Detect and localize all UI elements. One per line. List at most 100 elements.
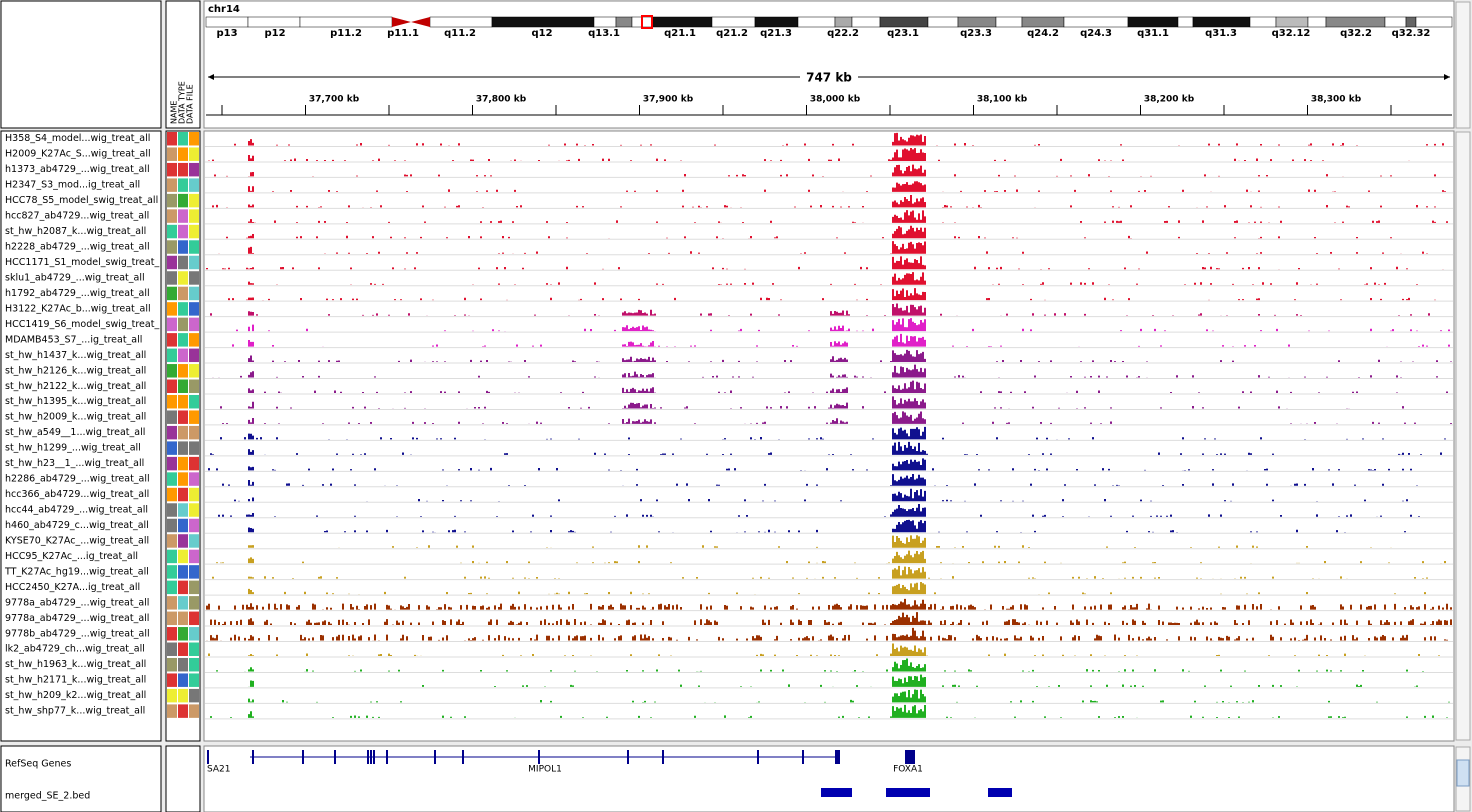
exon — [802, 750, 804, 764]
track-name: h2286_ab4729_...wig_treat_all — [5, 474, 150, 485]
attribute-cell — [167, 193, 177, 208]
attribute-cell — [167, 348, 177, 363]
ruler-label: 37,900 kb — [643, 95, 694, 105]
attribute-cell — [167, 132, 177, 146]
band-label: q32.2 — [1340, 28, 1372, 39]
track-name: H3122_K27Ac_b...wig_treat_all — [5, 303, 151, 314]
attribute-cell — [178, 549, 188, 564]
attribute-cell — [189, 317, 199, 332]
cytoband — [879, 16, 929, 28]
attribute-cell — [178, 364, 188, 378]
attribute-cell — [189, 302, 199, 316]
attribute-cell — [189, 596, 199, 610]
attribute-cell — [178, 209, 188, 223]
feature-track-name: RefSeq Genes — [5, 759, 71, 770]
attribute-cell — [178, 596, 188, 610]
band-label: q24.2 — [1027, 28, 1059, 39]
attribute-cell — [178, 147, 188, 161]
attribute-cell — [178, 518, 188, 533]
band-label: q21.2 — [716, 28, 748, 39]
signal — [206, 473, 1452, 486]
attribute-cell — [178, 487, 188, 502]
track-name: st_hw_h2087_k...wig_treat_all — [5, 226, 146, 237]
cytoband — [1177, 16, 1194, 28]
attribute-cell — [167, 410, 177, 424]
track-name: HCC1419_S6_model_swig_treat_ — [5, 319, 159, 330]
cytoband — [205, 16, 249, 28]
attribute-cell — [167, 580, 177, 595]
track-name: st_hw_h1963_k...wig_treat_all — [5, 659, 146, 670]
attribute-cell — [178, 240, 188, 254]
track-name: TT_K27Ac_hg19...wig_treat_all — [4, 566, 149, 577]
exon — [538, 750, 540, 764]
attribute-cell — [167, 364, 177, 378]
attribute-cell — [167, 209, 177, 223]
attribute-cell — [178, 394, 188, 409]
cytoband — [615, 16, 633, 28]
attribute-cell — [189, 549, 199, 564]
attribute-cell — [189, 209, 199, 223]
attribute-header: NAME — [170, 101, 179, 124]
attribute-cell — [178, 534, 188, 548]
cytoband — [927, 16, 959, 28]
attribute-cell — [189, 657, 199, 672]
track-name: st_hw_h23__1_...wig_treat_all — [5, 458, 144, 469]
cytoband — [429, 16, 493, 28]
signal — [206, 612, 1452, 626]
cytoband — [1275, 16, 1309, 28]
attribute-cell — [178, 456, 188, 471]
track-name: 9778b_ab4729_...wig_treat_all — [5, 628, 150, 639]
exon — [252, 750, 254, 764]
attribute-cell — [167, 255, 177, 270]
track-name: st_hw_h2009_k...wig_treat_all — [5, 412, 146, 423]
attribute-cell — [189, 333, 199, 347]
attribute-cell — [189, 627, 199, 641]
band-label: p11.2 — [330, 28, 362, 39]
exon — [367, 750, 369, 764]
ruler-label: 38,300 kb — [1311, 95, 1362, 105]
band-label: q24.3 — [1080, 28, 1112, 39]
cytoband — [1249, 16, 1277, 28]
attribute-cell — [178, 704, 188, 718]
attribute-header: DATA TYPE — [178, 81, 187, 124]
exon — [462, 750, 464, 764]
attribute-cell — [178, 255, 188, 270]
cytoband — [1192, 16, 1251, 28]
scrollbar[interactable] — [1455, 1, 1471, 129]
feature-data-panel — [203, 745, 1455, 812]
ruler-label: 37,800 kb — [476, 95, 527, 105]
scrollbar[interactable] — [1455, 131, 1471, 741]
track-name: h1373_ab4729_...wig_treat_all — [5, 164, 150, 175]
attribute-cell — [189, 132, 199, 146]
scroll-thumb[interactable] — [1456, 759, 1470, 787]
exon — [627, 750, 629, 764]
track-name: sklu1_ab4729_...wig_treat_all — [5, 272, 145, 283]
attribute-cell — [178, 379, 188, 393]
attribute-cell — [189, 673, 199, 687]
cytoband — [491, 16, 595, 28]
band-label: q12 — [531, 28, 552, 39]
band-label: q11.2 — [444, 28, 476, 39]
band-label: q21.1 — [664, 28, 696, 39]
cytoband — [995, 16, 1023, 28]
attribute-cell — [189, 425, 199, 440]
band-label: q21.3 — [760, 28, 792, 39]
attribute-cell — [167, 518, 177, 533]
attribute-cell — [167, 333, 177, 347]
attribute-cell — [189, 147, 199, 161]
cytoband — [1384, 16, 1407, 28]
attribute-cell — [189, 162, 199, 177]
current-region — [641, 15, 653, 29]
cytoband — [711, 16, 756, 28]
band-label: p11.1 — [387, 28, 419, 39]
attribute-cell — [167, 317, 177, 332]
attribute-cell — [189, 472, 199, 486]
band-label: q22.2 — [827, 28, 859, 39]
track-name: lk2_ab4729_ch...wig_treat_all — [5, 644, 145, 655]
attribute-cell — [167, 673, 177, 687]
track-name: H2009_K27Ac_S...wig_treat_all — [5, 149, 151, 160]
attribute-cell — [189, 580, 199, 595]
track-name: st_hw_h2122_k...wig_treat_all — [5, 381, 146, 392]
attribute-cell — [189, 271, 199, 285]
